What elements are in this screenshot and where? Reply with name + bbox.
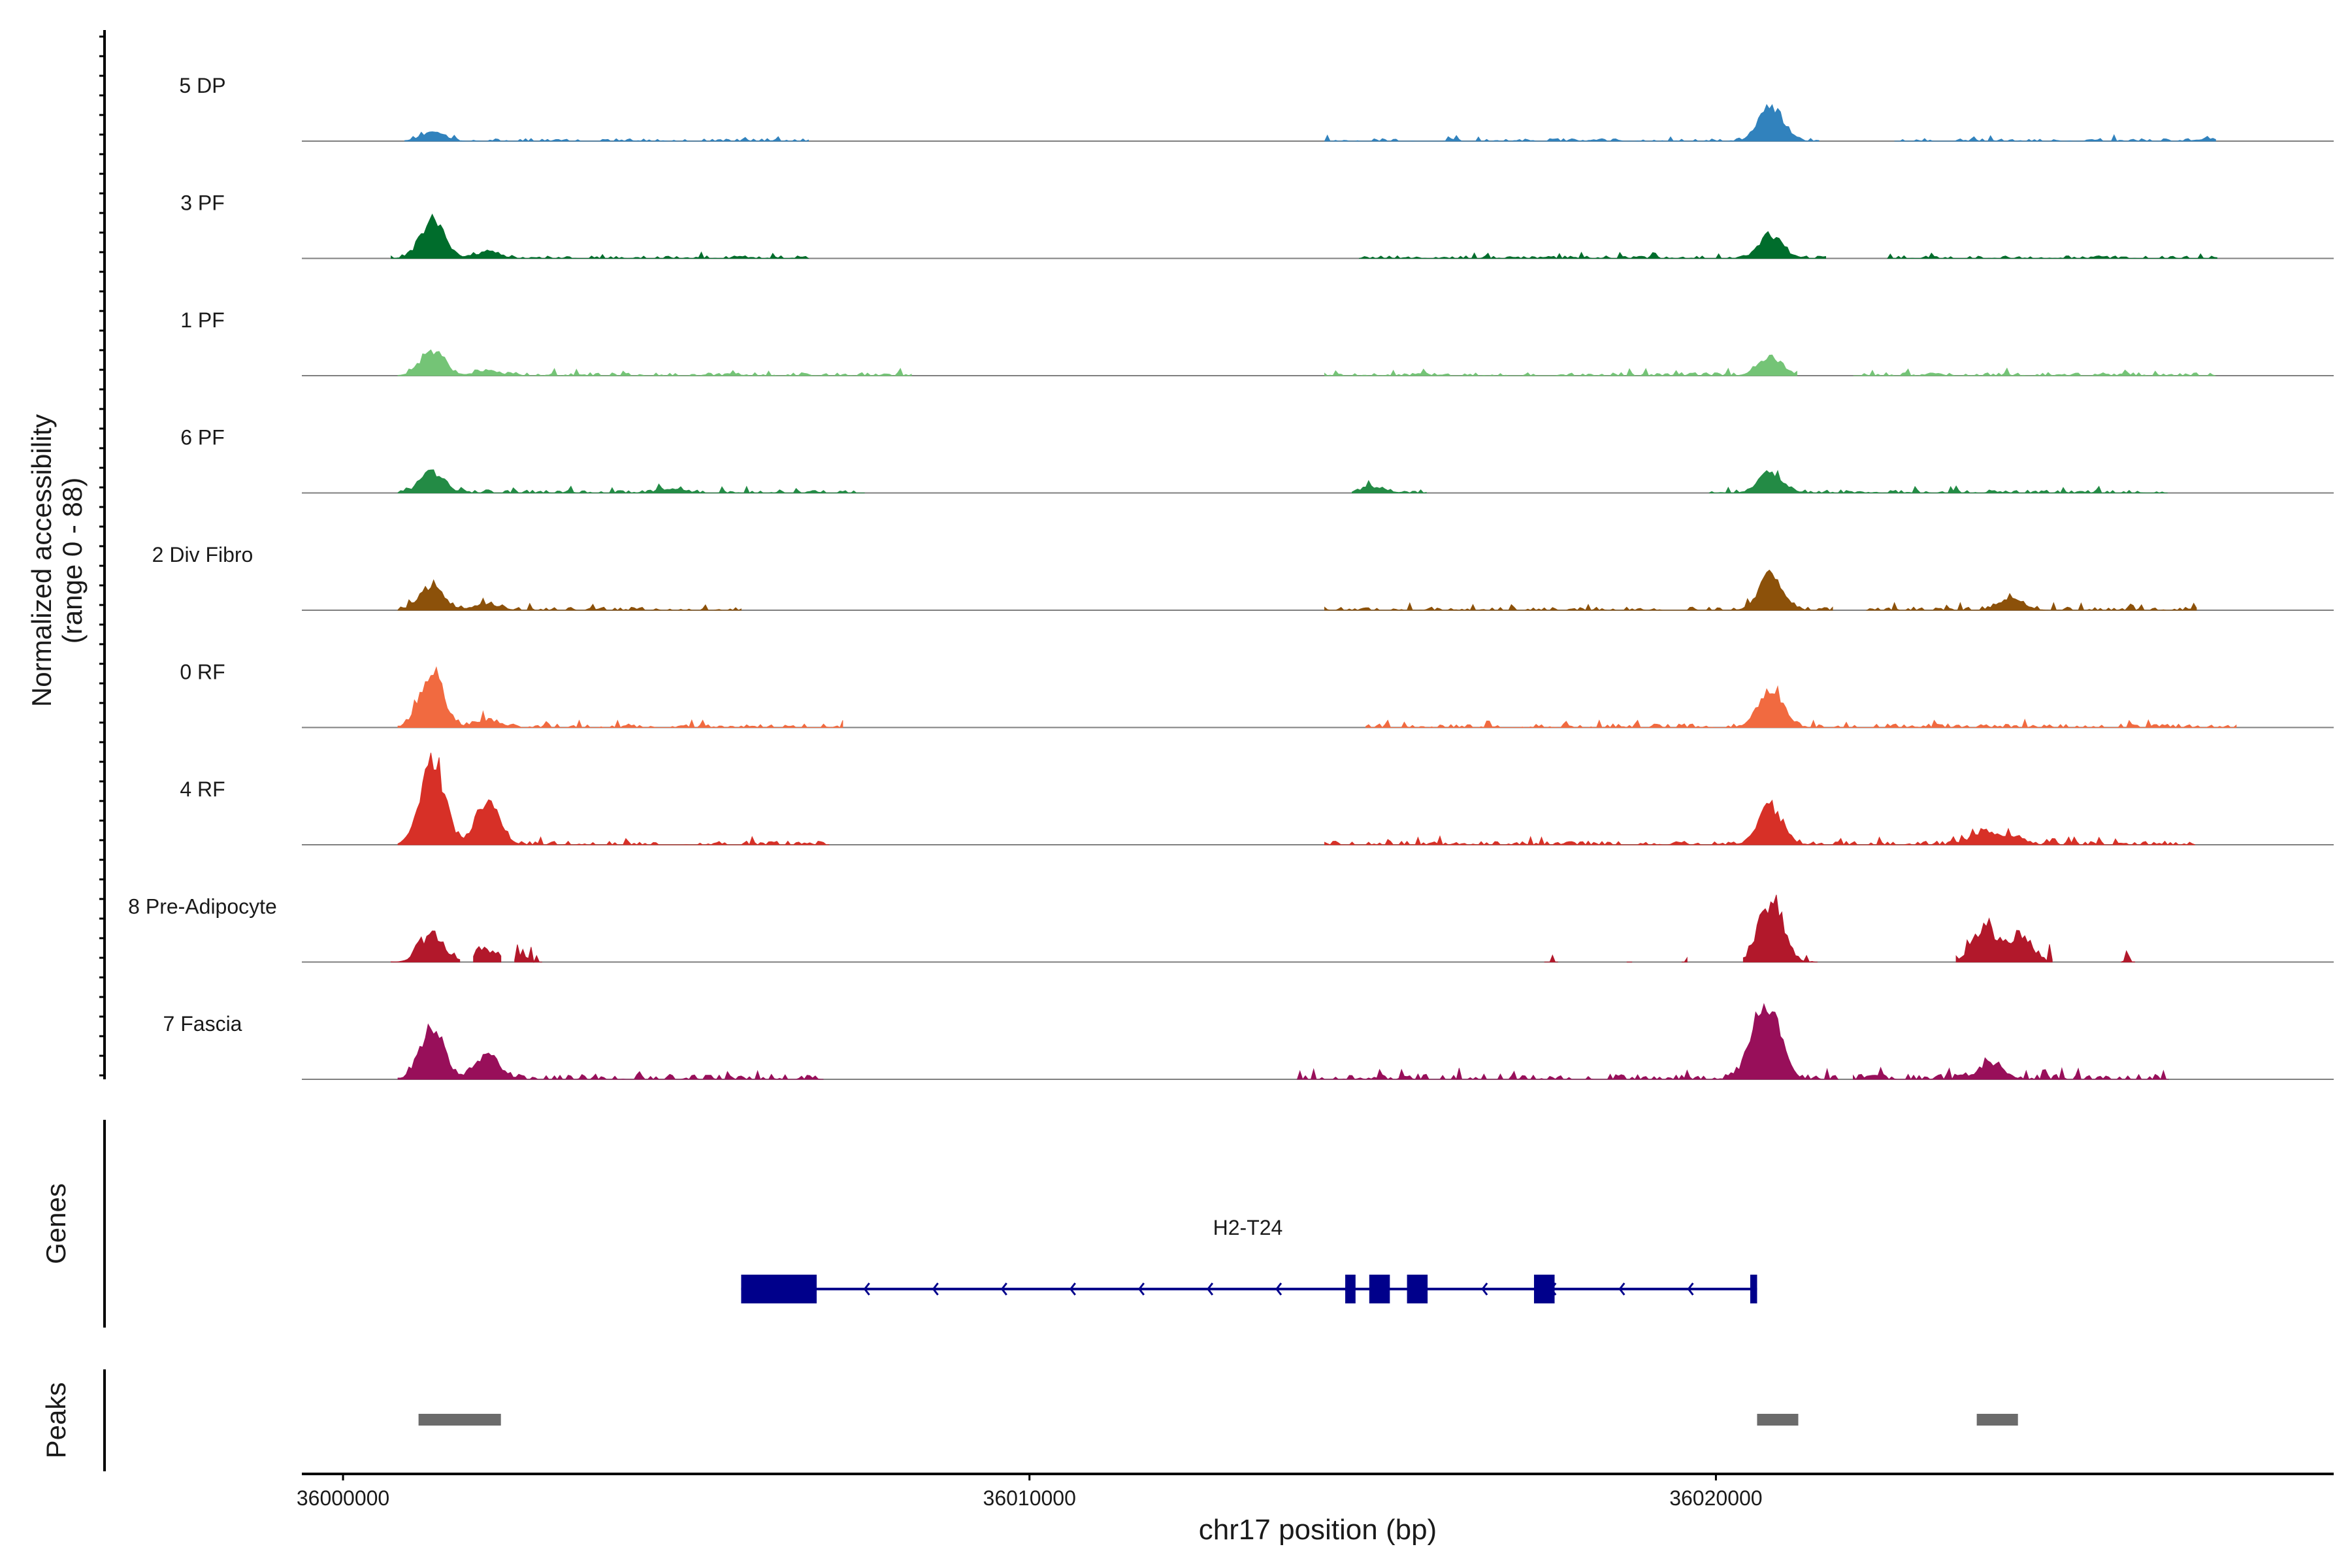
gene-name-label: H2-T24 [1213, 1216, 1283, 1239]
y-axis-label: Normalized accessibility [26, 414, 57, 707]
track-label-7-fascia: 7 Fascia [163, 1012, 242, 1036]
strand-arrow [932, 1282, 939, 1296]
track-label-3-pf: 3 PF [180, 191, 225, 215]
peaks-panel: Peaks [41, 1369, 2018, 1471]
strand-arrow [1137, 1282, 1145, 1296]
gene-exon [1533, 1275, 1555, 1303]
coverage-area-3-pf [391, 213, 2217, 259]
track-2-div-fibro: 2 Div Fibro [152, 543, 2334, 611]
strand-arrow [1206, 1282, 1214, 1296]
coverage-area-7-fascia [397, 1003, 2169, 1081]
gene-exon [1407, 1275, 1428, 1303]
peak-region [1757, 1414, 1799, 1426]
track-label-4-rf: 4 RF [180, 777, 225, 801]
strand-arrow [1618, 1282, 1625, 1296]
genes-panel: Genes H2-T24 [41, 1120, 1757, 1328]
coverage-area-6-pf [397, 469, 2168, 494]
track-6-pf: 6 PF [180, 426, 2334, 494]
track-4-rf: 4 RF [180, 753, 2334, 846]
gene-exon [1345, 1275, 1356, 1303]
peak-region [418, 1414, 501, 1426]
accessibility-tracks: 5 DP 3 PF 1 PF 6 PF 2 Div Fibro 0 RF 4 RF 8 Pre… [128, 74, 2334, 1081]
strand-arrow [863, 1282, 870, 1296]
track-0-rf: 0 RF [180, 661, 2334, 728]
track-7-fascia: 7 Fascia [163, 1003, 2334, 1081]
x-axis-ticks: 36000000 36010000 36020000 [297, 1474, 1763, 1510]
gene-model-h2-t24 [741, 1275, 1757, 1303]
coverage-area-5-dp [404, 104, 2216, 142]
track-label-1-pf: 1 PF [180, 308, 225, 332]
gene-exon [1750, 1275, 1757, 1303]
genes-panel-label: Genes [41, 1183, 71, 1264]
track-3-pf: 3 PF [180, 191, 2334, 259]
strand-arrow [1000, 1282, 1007, 1296]
y-axis-range-label: (range 0 - 88) [57, 478, 88, 644]
peak-regions [418, 1414, 2018, 1426]
coverage-area-0-rf [397, 666, 2237, 728]
strand-arrow [1687, 1282, 1694, 1296]
strand-arrow [1275, 1282, 1282, 1296]
x-tick-label: 36010000 [983, 1486, 1076, 1510]
strand-arrow [1069, 1282, 1076, 1296]
y-axis-ticks [99, 35, 105, 1077]
track-5-dp: 5 DP [179, 74, 2334, 142]
axes: Normalized accessibility (range 0 - 88) [26, 30, 106, 1079]
track-label-0-rf: 0 RF [180, 661, 225, 684]
coverage-area-1-pf [397, 349, 2216, 376]
track-1-pf: 1 PF [180, 308, 2334, 376]
coverage-area-8-pre-adipocyte [391, 894, 2135, 964]
track-label-8-pre-adipocyte: 8 Pre-Adipocyte [128, 895, 277, 919]
peak-region [1976, 1414, 2018, 1426]
strand-arrow [1481, 1282, 1488, 1296]
track-label-2-div-fibro: 2 Div Fibro [152, 543, 253, 566]
x-tick-label: 36020000 [1669, 1486, 1762, 1510]
gene-exon [741, 1275, 817, 1303]
track-8-pre-adipocyte: 8 Pre-Adipocyte [128, 894, 2334, 964]
coverage-area-2-div-fibro [397, 569, 2197, 611]
coverage-area-4-rf [397, 753, 2195, 846]
x-tick-label: 36000000 [297, 1486, 389, 1510]
gene-exon [1369, 1275, 1390, 1303]
track-label-6-pf: 6 PF [180, 426, 225, 449]
x-axis: 36000000 36010000 36020000 chr17 position … [297, 1473, 2334, 1546]
x-axis-label: chr17 position (bp) [1199, 1514, 1437, 1546]
track-label-5-dp: 5 DP [179, 74, 225, 97]
peaks-panel-label: Peaks [41, 1382, 71, 1459]
